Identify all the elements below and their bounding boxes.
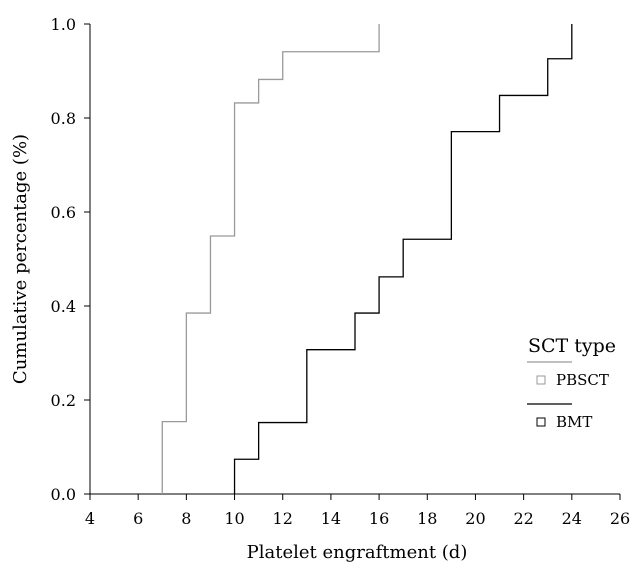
x-tick-label-4: 4: [85, 509, 95, 528]
x-axis-title: Platelet engraftment (d): [247, 542, 468, 563]
legend-title: SCT type: [528, 335, 616, 357]
x-tick-label-22: 22: [513, 509, 533, 528]
series-line-pbsct: [161, 24, 380, 494]
x-tick-label-24: 24: [562, 509, 582, 528]
legend-label-pbsct: PBSCT: [556, 371, 609, 389]
axes: 4 6 8 10 12 14 16 18 20 22 24 26 0.0 0.2 0.4 0.6 0.8 1.0: [51, 15, 631, 528]
y-tick-label-1: 0.2: [51, 391, 76, 410]
legend: SCT type PBSCT BMT: [527, 335, 616, 431]
y-tick-label-5: 1.0: [51, 15, 76, 34]
y-tick-label-4: 0.8: [51, 109, 76, 128]
legend-marker-pbsct: [536, 375, 546, 385]
x-tick-label-18: 18: [417, 509, 437, 528]
series-line-bmt: [233, 24, 573, 494]
legend-label-bmt: BMT: [556, 413, 592, 431]
y-tick-label-2: 0.4: [51, 297, 76, 316]
x-tick-label-12: 12: [273, 509, 293, 528]
x-tick-label-10: 10: [224, 509, 244, 528]
legend-marker-bmt: [536, 417, 546, 427]
x-tick-label-8: 8: [181, 509, 191, 528]
x-tick-label-26: 26: [610, 509, 630, 528]
x-tick-label-6: 6: [133, 509, 143, 528]
y-tick-label-3: 0.6: [51, 203, 76, 222]
x-tick-label-20: 20: [465, 509, 485, 528]
y-tick-label-0: 0.0: [51, 485, 76, 504]
x-tick-label-14: 14: [321, 509, 341, 528]
x-tick-label-16: 16: [369, 509, 389, 528]
series-layer: [161, 24, 573, 494]
y-axis-title: Cumulative percentage (%): [10, 134, 31, 384]
